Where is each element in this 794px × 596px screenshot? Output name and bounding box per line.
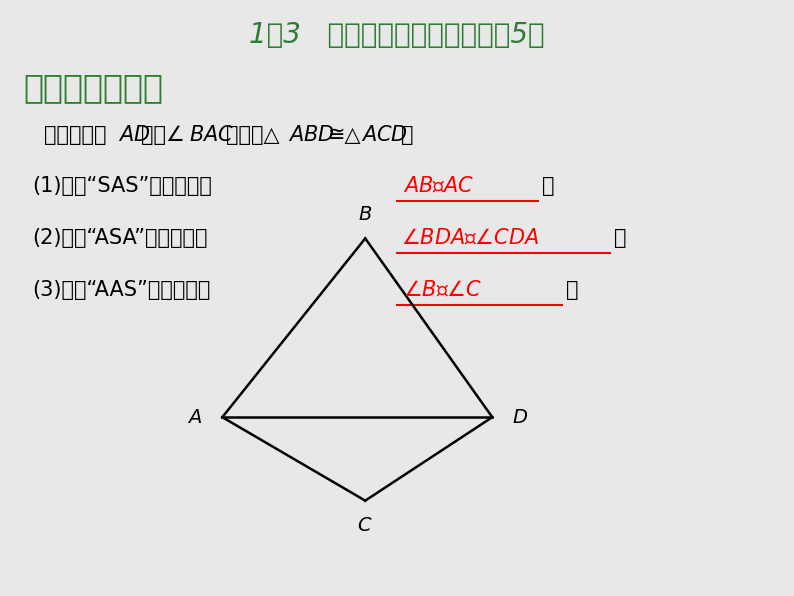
Text: 平分∠: 平分∠ [141,125,185,145]
Text: $B$: $B$ [358,204,372,224]
Text: $\mathit{AB}$＝$\mathit{AC}$: $\mathit{AB}$＝$\mathit{AC}$ [403,176,474,197]
Text: (2)根据“ASA”需添加条件: (2)根据“ASA”需添加条件 [32,228,207,248]
Text: $C$: $C$ [357,516,373,535]
Text: $A$: $A$ [187,408,202,427]
Text: 如图，已知: 如图，已知 [44,125,106,145]
Text: ，: ， [401,125,414,145]
Text: $\mathit{AD}$: $\mathit{AD}$ [118,125,150,145]
Text: (3)根据“AAS”需添加条件: (3)根据“AAS”需添加条件 [32,280,210,300]
Text: 1１3   探索三角形全等的条件（5）: 1１3 探索三角形全等的条件（5） [249,21,545,49]
Text: $\mathit{ACD}$: $\mathit{ACD}$ [361,125,408,145]
Text: ；: ； [614,228,626,248]
Text: (1)根据“SAS”需添加条件: (1)根据“SAS”需添加条件 [32,176,212,196]
Text: ；: ； [542,176,555,196]
Text: ≅△: ≅△ [328,125,361,145]
Text: $D$: $D$ [512,408,528,427]
Text: 一，回顾与思考: 一，回顾与思考 [24,72,164,104]
Text: $\mathit{BAC}$: $\mathit{BAC}$ [189,125,234,145]
Text: ∠$\mathit{BDA}$＝∠$\mathit{CDA}$: ∠$\mathit{BDA}$＝∠$\mathit{CDA}$ [401,228,539,249]
Text: 。: 。 [566,280,579,300]
Text: ∠$\mathit{B}$＝∠$\mathit{C}$: ∠$\mathit{B}$＝∠$\mathit{C}$ [403,280,482,300]
Text: ，要使△: ，要使△ [226,125,279,145]
Text: $\mathit{ABD}$: $\mathit{ABD}$ [288,125,335,145]
